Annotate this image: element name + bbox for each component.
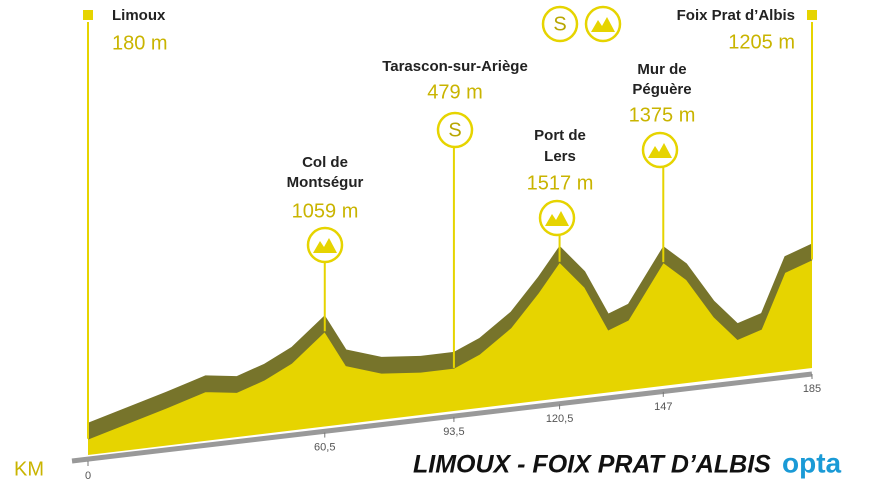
icon-circle <box>541 5 579 43</box>
annotation-value: 1517 m <box>527 172 594 194</box>
x-tick-label: 120,5 <box>546 413 574 425</box>
sprint-icon: S <box>448 119 461 141</box>
annotation-value: 1375 m <box>629 104 696 126</box>
icon-circle <box>538 199 576 237</box>
sprint-icon: S <box>553 13 566 35</box>
brand-logo: opta <box>782 447 842 478</box>
x-tick-label: 147 <box>654 401 672 413</box>
icon-circle <box>436 111 474 149</box>
annotation-value: 479 m <box>427 81 483 103</box>
annotation-value: 180 m <box>112 32 168 54</box>
x-axis-base <box>71 371 813 464</box>
annotation-label: Péguère <box>632 81 691 98</box>
annotation-label: Montségur <box>287 174 364 191</box>
annotation-label: Mur de <box>637 61 686 78</box>
end-marker <box>807 10 817 20</box>
end-marker <box>83 10 93 20</box>
annotation-label: Limoux <box>112 7 166 24</box>
climb-icon <box>545 211 569 226</box>
icon-circle <box>584 5 622 43</box>
x-tick-label: 60,5 <box>314 441 335 453</box>
climb-icon <box>313 238 337 253</box>
x-tick-label: 0 <box>85 470 91 482</box>
annotation-label: Col de <box>302 154 348 171</box>
annotation-value: 1059 m <box>292 200 359 222</box>
profile-line <box>87 258 813 440</box>
profile-front-face <box>88 259 812 455</box>
icon-circle <box>641 131 679 169</box>
x-tick-label: 93,5 <box>443 426 464 438</box>
icon-circle <box>306 226 344 264</box>
annotation-value: 1205 m <box>728 31 795 53</box>
climb-icon <box>591 17 615 32</box>
annotation-label: Lers <box>544 148 576 165</box>
annotation-label: Port de <box>534 127 586 144</box>
climb-icon <box>648 143 672 158</box>
chart-title: LIMOUX - FOIX PRAT D’ALBIS <box>413 451 771 479</box>
x-axis-label: KM <box>14 458 44 480</box>
annotation-label: Tarascon-sur-Ariège <box>382 58 528 75</box>
x-tick-label: 185 <box>803 383 821 395</box>
annotation-label: Foix Prat d’Albis <box>677 7 795 24</box>
